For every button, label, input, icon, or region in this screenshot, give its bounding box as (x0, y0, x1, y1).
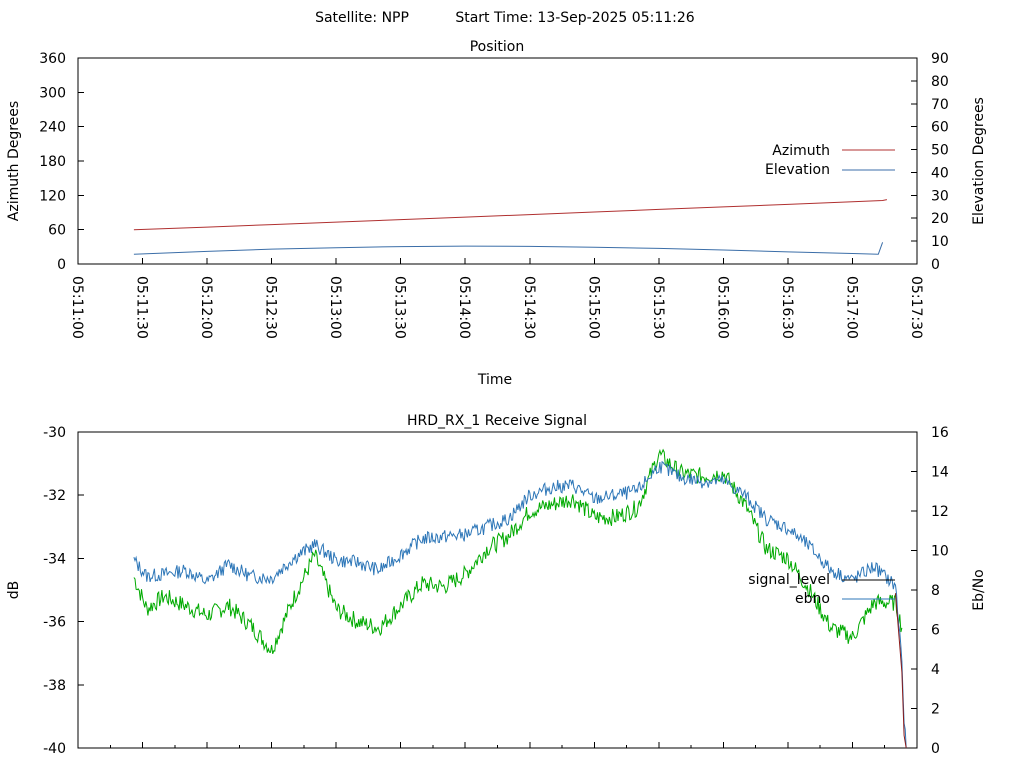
signal-right-tick-label: 4 (931, 662, 940, 678)
signal-right-tick-label: 6 (931, 623, 940, 639)
position-x-tick-label: 05:16:30 (779, 276, 795, 339)
signal-x-ticks (77, 742, 918, 748)
position-right-tick-label: 60 (931, 120, 949, 136)
signal-left-ticks: -40 -38 -36 -34 -32 -30 (43, 425, 84, 757)
position-x-tick-label: 05:16:00 (714, 276, 730, 339)
position-x-axis-label: Time (477, 372, 512, 388)
position-right-tick-label: 20 (931, 211, 949, 227)
signal-right-tick-label: 14 (931, 465, 949, 481)
position-x-tick-label: 05:12:30 (263, 276, 279, 339)
position-left-tick-label: 360 (39, 51, 66, 67)
position-x-tick-label: 05:13:30 (392, 276, 408, 339)
position-plot-frame (77, 57, 918, 265)
signal-right-tick-label: 2 (931, 702, 940, 718)
signal-left-tick-label: -36 (43, 615, 66, 631)
signal-left-tick-label: -34 (43, 551, 66, 567)
signal-level-series-line (895, 593, 907, 749)
ebno-series-line (133, 460, 907, 749)
position-right-tick-label: 70 (931, 97, 949, 113)
position-x-tick-label: 05:15:00 (585, 276, 601, 339)
position-right-ticks: 0 10 20 30 40 50 60 70 80 90 (911, 51, 949, 273)
position-x-ticks: 05:11:00 05:11:30 05:12:00 05:12:30 05:13:00… (69, 258, 924, 339)
signal-left-tick-label: -38 (43, 678, 66, 694)
header-satellite: Satellite: NPP (315, 10, 409, 26)
elevation-series-line (133, 242, 884, 255)
position-right-tick-label: 30 (931, 188, 949, 204)
position-left-tick-label: 180 (39, 154, 66, 170)
signal-chart: HRD_RX_1 Receive Signal -40-38-36-34-32-… (6, 413, 987, 757)
position-right-tick-label: 10 (931, 234, 949, 250)
signal-y-axis-label: dB (6, 581, 22, 600)
position-right-tick-label: 80 (931, 74, 949, 90)
signal-plot-frame (77, 431, 918, 749)
position-x-tick-label: 05:13:00 (327, 276, 343, 339)
position-left-tick-label: 240 (39, 120, 66, 136)
signal-left-tick-label: -30 (43, 425, 66, 441)
position-left-ticks: 0 60 120 180 240 300 360 (39, 51, 84, 273)
position-x-tick-label: 05:15:30 (650, 276, 666, 339)
signal-y2-axis-label: Eb/No (971, 569, 987, 611)
azimuth-series-line (133, 199, 888, 231)
position-right-tick-label: 40 (931, 165, 949, 181)
signal-right-tick-label: 8 (931, 583, 940, 599)
signal-right-tick-label: 10 (931, 544, 949, 560)
position-x-tick-label: 05:11:30 (134, 276, 150, 339)
position-chart-title: Position (470, 39, 525, 55)
position-right-tick-label: 50 (931, 143, 949, 159)
position-right-tick-label: 90 (931, 51, 949, 67)
legend-signal-level-label: signal_level (748, 572, 830, 588)
position-left-tick-label: 120 (39, 188, 66, 204)
position-y-axis-label: Azimuth Degrees (6, 101, 22, 221)
position-x-tick-label: 05:17:00 (843, 276, 859, 339)
legend-ebno-label: ebno (795, 591, 830, 607)
signal-legend: signal_level ebno (748, 572, 895, 607)
signal-right-tick-label: 0 (931, 741, 940, 757)
position-x-tick-label: 05:14:30 (521, 276, 537, 339)
signal-right-tick-label: 12 (931, 504, 949, 520)
position-left-tick-label: 0 (57, 257, 66, 273)
position-y2-axis-label: Elevation Degrees (971, 97, 987, 225)
signal-right-tick-label: 16 (931, 425, 949, 441)
legend-elevation-label: Elevation (765, 162, 830, 178)
signal-trace-line (133, 448, 903, 654)
signal-chart-title: HRD_RX_1 Receive Signal (407, 413, 587, 429)
position-right-tick-label: 0 (931, 257, 940, 273)
signal-left-tick-label: -32 (43, 488, 66, 504)
position-x-tick-label: 05:11:00 (69, 276, 85, 339)
signal-right-ticks: 0 2 4 6 8 10 12 14 16 (911, 425, 949, 757)
header-start-time: Start Time: 13-Sep-2025 05:11:26 (455, 10, 694, 26)
position-left-tick-label: 60 (48, 223, 66, 239)
signal-left-tick-label: -40 (43, 741, 66, 757)
legend-azimuth-label: Azimuth (772, 143, 830, 159)
position-chart: Position 0 60 120 180 240 300 360 0 10 20 30 40 50 6… (6, 39, 987, 388)
position-x-tick-label: 05:14:00 (456, 276, 472, 339)
position-x-tick-label: 05:17:30 (908, 276, 924, 339)
position-left-tick-label: 300 (39, 85, 66, 101)
position-x-tick-label: 05:12:00 (198, 276, 214, 339)
position-legend: Azimuth Elevation (765, 143, 895, 178)
